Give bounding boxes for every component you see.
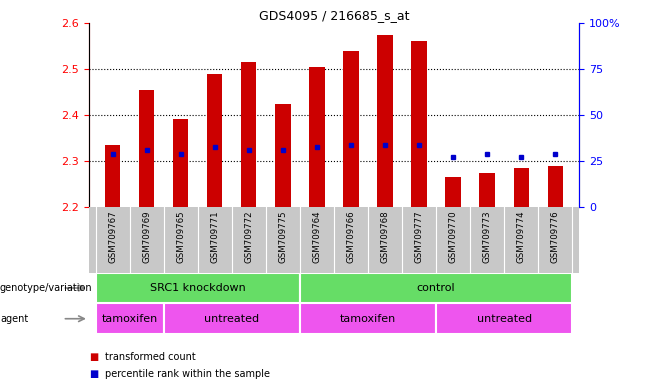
Bar bbox=[95, 273, 300, 303]
Bar bbox=[300, 273, 572, 303]
Bar bbox=[241, 62, 257, 207]
Text: percentile rank within the sample: percentile rank within the sample bbox=[105, 369, 270, 379]
Text: genotype/variation: genotype/variation bbox=[0, 283, 93, 293]
Text: GSM709776: GSM709776 bbox=[551, 211, 560, 263]
Text: GSM709765: GSM709765 bbox=[176, 211, 186, 263]
Bar bbox=[436, 303, 572, 334]
Text: untreated: untreated bbox=[204, 314, 259, 324]
Text: GSM709770: GSM709770 bbox=[449, 211, 457, 263]
Text: untreated: untreated bbox=[476, 314, 532, 324]
Bar bbox=[164, 303, 300, 334]
Bar bbox=[480, 173, 495, 207]
Text: GSM709771: GSM709771 bbox=[211, 211, 219, 263]
Text: GSM709768: GSM709768 bbox=[380, 211, 390, 263]
Text: GSM709777: GSM709777 bbox=[415, 211, 424, 263]
Text: agent: agent bbox=[0, 314, 28, 324]
Bar bbox=[411, 41, 426, 207]
Text: ■: ■ bbox=[89, 369, 98, 379]
Bar bbox=[275, 104, 291, 207]
Bar bbox=[207, 74, 222, 207]
Text: GSM709766: GSM709766 bbox=[347, 211, 355, 263]
Text: GSM709773: GSM709773 bbox=[482, 211, 492, 263]
Text: GSM709767: GSM709767 bbox=[108, 211, 117, 263]
Text: transformed count: transformed count bbox=[105, 352, 196, 362]
Text: GSM709764: GSM709764 bbox=[313, 211, 321, 263]
Text: control: control bbox=[417, 283, 455, 293]
Bar bbox=[173, 119, 188, 207]
Bar bbox=[513, 168, 529, 207]
Text: GSM709772: GSM709772 bbox=[244, 211, 253, 263]
Bar bbox=[105, 145, 120, 207]
Text: GSM709774: GSM709774 bbox=[517, 211, 526, 263]
Text: tamoxifen: tamoxifen bbox=[101, 314, 158, 324]
Text: GSM709775: GSM709775 bbox=[278, 211, 288, 263]
Bar bbox=[547, 166, 563, 207]
Text: SRC1 knockdown: SRC1 knockdown bbox=[150, 283, 245, 293]
Text: GSM709769: GSM709769 bbox=[142, 211, 151, 263]
Bar bbox=[300, 303, 436, 334]
Bar bbox=[95, 303, 164, 334]
Bar bbox=[309, 67, 324, 207]
Bar bbox=[377, 35, 393, 207]
Text: tamoxifen: tamoxifen bbox=[340, 314, 396, 324]
Bar bbox=[445, 177, 461, 207]
Bar bbox=[139, 90, 155, 207]
Bar bbox=[343, 51, 359, 207]
Text: ■: ■ bbox=[89, 352, 98, 362]
Title: GDS4095 / 216685_s_at: GDS4095 / 216685_s_at bbox=[259, 9, 409, 22]
